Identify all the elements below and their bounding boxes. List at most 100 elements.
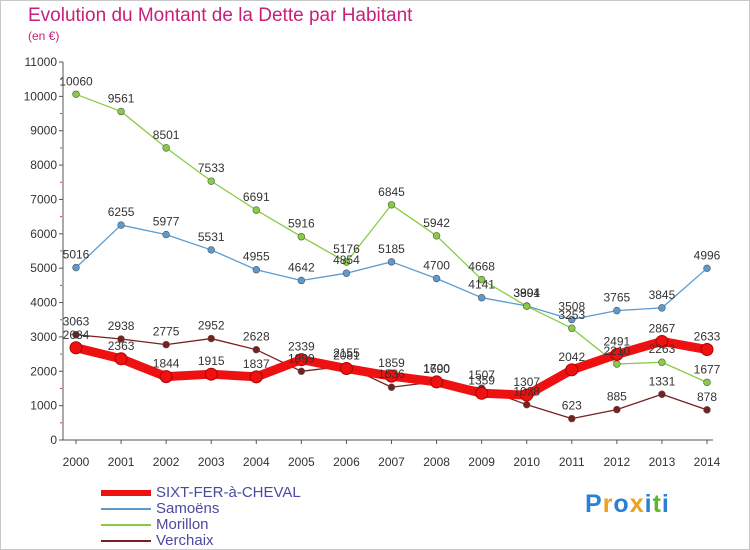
data-label: 5916 — [288, 217, 315, 231]
logo-letter: i — [661, 490, 670, 518]
data-point — [655, 334, 669, 348]
data-point — [703, 378, 711, 387]
data-point — [475, 386, 489, 400]
series-layer — [69, 90, 714, 423]
data-point — [565, 363, 579, 377]
x-tick-label: 2012 — [604, 455, 631, 469]
legend-item-sixt: SIXT-FER-à-CHEVAL — [101, 484, 361, 501]
data-point — [72, 90, 80, 99]
data-labels: 3063 2938 2775 2952 2628 1999 2155 1536 1700 1507… — [59, 74, 720, 412]
x-tick-label: 2001 — [108, 455, 135, 469]
x-tick-label: 2013 — [649, 455, 676, 469]
data-point — [252, 206, 260, 214]
y-tick-label: 6000 — [30, 227, 57, 241]
data-label: 5176 — [333, 242, 360, 256]
x-tick-label: 2007 — [378, 455, 405, 469]
data-point — [69, 341, 83, 355]
data-point — [72, 331, 80, 339]
legend-item-morillon: Morillon — [101, 516, 361, 533]
data-label: 2081 — [333, 348, 360, 362]
data-point — [658, 304, 666, 312]
data-point — [568, 324, 576, 332]
chart-subtitle: (en €) — [28, 29, 60, 43]
data-label: 2042 — [558, 350, 585, 364]
x-tick-label: 2004 — [243, 455, 270, 469]
series-0 — [72, 331, 711, 423]
data-label: 3253 — [558, 308, 585, 322]
legend-item-verchaix: Verchaix — [101, 532, 361, 549]
data-label: 4996 — [694, 248, 721, 262]
data-label: 3765 — [604, 291, 631, 305]
data-label: 1507 — [468, 368, 495, 382]
data-label: 2210 — [604, 344, 631, 358]
data-label: 5942 — [423, 216, 450, 230]
data-point — [207, 177, 215, 185]
data-point — [385, 369, 398, 383]
axes: 0 1000 2000 3000 4000 5000 6000 7000 8000 9000 100… — [24, 55, 721, 469]
logo-letter: t — [652, 490, 662, 518]
data-point — [613, 360, 621, 368]
data-point — [613, 405, 621, 414]
x-tick-label: 2008 — [423, 455, 450, 469]
data-point — [568, 315, 576, 324]
data-point — [523, 302, 531, 310]
legend-swatch-morillon — [101, 524, 151, 526]
data-label: 1700 — [423, 362, 450, 376]
data-label: 4141 — [468, 278, 495, 292]
y-tick-label: 4000 — [30, 296, 57, 310]
data-point — [297, 233, 306, 241]
data-point — [658, 390, 666, 398]
data-label: 2775 — [153, 325, 180, 339]
data-point — [294, 353, 308, 367]
data-point — [703, 406, 711, 414]
data-label: 2363 — [108, 339, 135, 353]
data-label: 4955 — [243, 250, 270, 264]
logo-letter: i — [644, 490, 653, 518]
legend-label-samoens: Samoëns — [156, 500, 220, 517]
data-label: 1028 — [513, 385, 540, 399]
data-label: 5016 — [63, 248, 90, 262]
data-point — [387, 201, 396, 209]
data-point — [703, 264, 711, 273]
data-label: 1837 — [243, 357, 270, 371]
legend-swatch-verchaix — [101, 540, 151, 542]
data-point — [117, 221, 125, 229]
data-point — [207, 334, 215, 343]
series-2 — [72, 90, 711, 387]
legend-label-verchaix: Verchaix — [156, 532, 214, 549]
data-point — [520, 388, 534, 402]
data-label: 6255 — [108, 205, 135, 219]
legend-swatch-samoens — [101, 508, 151, 510]
data-label: 4642 — [288, 260, 315, 274]
data-label: 2684 — [63, 328, 90, 342]
data-point — [159, 370, 173, 384]
data-label: 1844 — [153, 357, 180, 371]
data-label: 6691 — [243, 190, 270, 204]
data-point — [207, 246, 215, 254]
logo-letter: o — [613, 490, 630, 518]
legend-swatch-sixt — [101, 490, 151, 496]
data-point — [297, 276, 306, 285]
data-label: 5531 — [198, 230, 225, 244]
data-label: 1999 — [288, 351, 315, 365]
data-point — [342, 269, 351, 277]
data-label: 1331 — [649, 374, 676, 388]
y-tick-label: 8000 — [30, 158, 57, 172]
data-point — [117, 107, 125, 116]
data-point — [114, 352, 128, 366]
x-tick-label: 2005 — [288, 455, 315, 469]
data-label: 6845 — [378, 185, 405, 199]
data-point — [339, 361, 353, 375]
data-point — [477, 275, 486, 284]
data-point — [297, 367, 306, 376]
x-tick-label: 2002 — [153, 455, 180, 469]
y-tick-label: 1000 — [30, 399, 57, 413]
data-label: 3508 — [558, 299, 585, 313]
data-label: 3894 — [513, 286, 540, 300]
data-point — [387, 383, 396, 391]
data-point — [249, 370, 263, 384]
y-tick-label: 3000 — [30, 330, 57, 344]
data-point — [523, 400, 531, 409]
data-label: 5977 — [153, 215, 180, 229]
